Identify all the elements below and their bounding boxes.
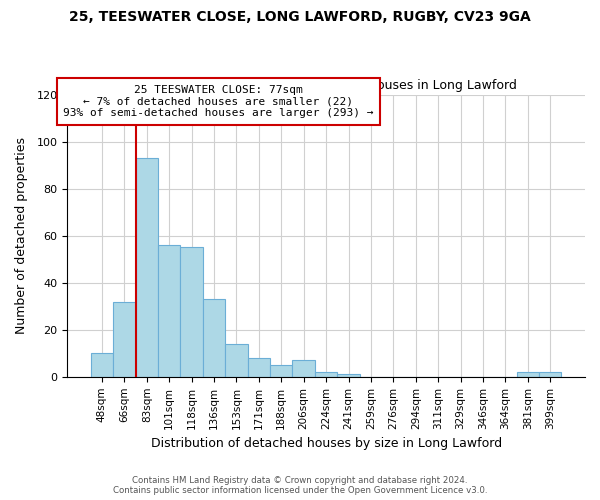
Y-axis label: Number of detached properties: Number of detached properties bbox=[15, 137, 28, 334]
Text: 25 TEESWATER CLOSE: 77sqm
← 7% of detached houses are smaller (22)
93% of semi-d: 25 TEESWATER CLOSE: 77sqm ← 7% of detach… bbox=[63, 85, 374, 118]
Bar bbox=[225, 344, 248, 377]
Text: Contains HM Land Registry data © Crown copyright and database right 2024.
Contai: Contains HM Land Registry data © Crown c… bbox=[113, 476, 487, 495]
Bar bbox=[91, 354, 113, 377]
Bar bbox=[203, 299, 225, 377]
X-axis label: Distribution of detached houses by size in Long Lawford: Distribution of detached houses by size … bbox=[151, 437, 502, 450]
Title: Size of property relative to detached houses in Long Lawford: Size of property relative to detached ho… bbox=[135, 79, 517, 92]
Text: 25, TEESWATER CLOSE, LONG LAWFORD, RUGBY, CV23 9GA: 25, TEESWATER CLOSE, LONG LAWFORD, RUGBY… bbox=[69, 10, 531, 24]
Bar bbox=[136, 158, 158, 377]
Bar bbox=[315, 372, 337, 377]
Bar bbox=[292, 360, 315, 377]
Bar bbox=[181, 248, 203, 377]
Bar bbox=[248, 358, 270, 377]
Bar bbox=[270, 365, 292, 377]
Bar bbox=[337, 374, 360, 377]
Bar bbox=[517, 372, 539, 377]
Bar bbox=[158, 245, 181, 377]
Bar bbox=[113, 302, 136, 377]
Bar bbox=[539, 372, 562, 377]
